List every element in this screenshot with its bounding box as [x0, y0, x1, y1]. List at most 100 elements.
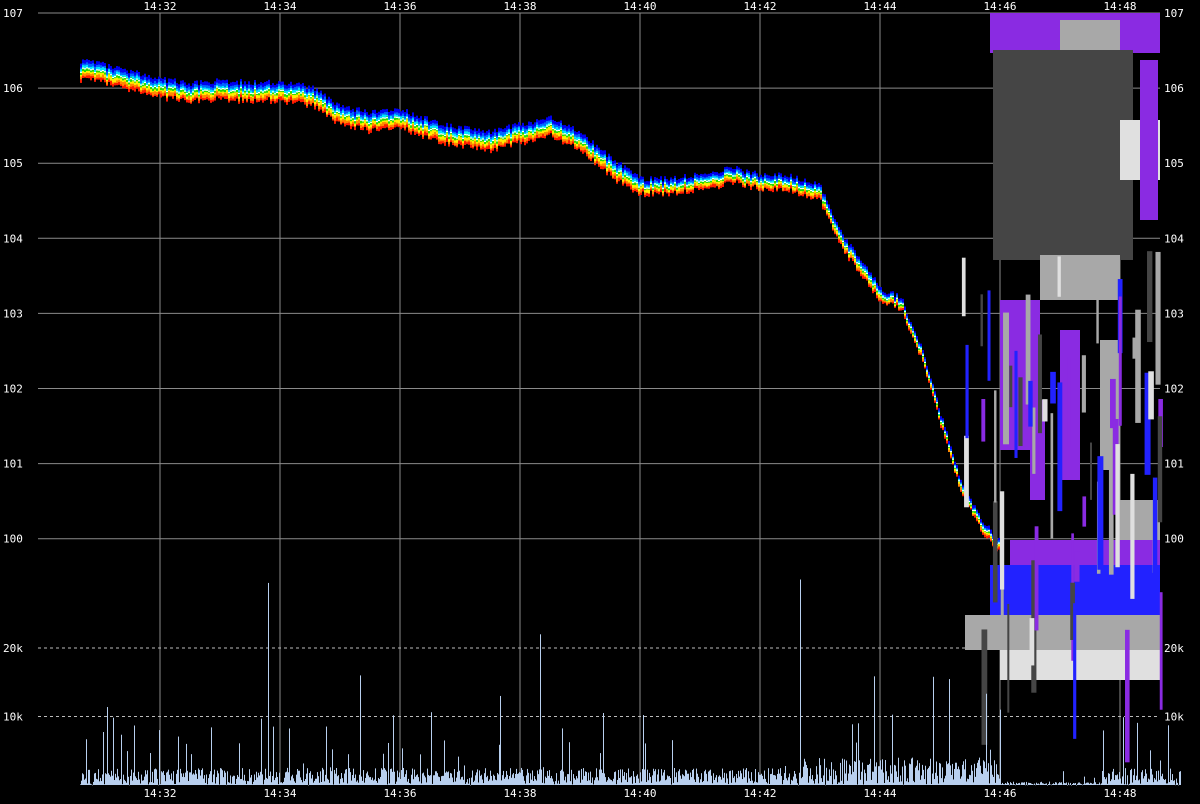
volume-bar [309, 773, 310, 785]
volume-bar [661, 769, 662, 785]
quote-band-strip [962, 494, 964, 497]
volume-bar [977, 762, 978, 785]
volume-bar [913, 780, 914, 785]
volume-bar [629, 777, 630, 785]
volume-bar [936, 761, 937, 785]
quote-band-strip [294, 99, 296, 103]
quote-band-strip [308, 100, 310, 105]
quote-band-strip [946, 440, 948, 444]
volume-bar [192, 774, 193, 785]
volume-bar [329, 782, 330, 785]
volume-bar [304, 781, 305, 785]
volume-bar [275, 777, 276, 785]
volume-bar [1165, 779, 1166, 785]
quote-band-strip [826, 212, 828, 216]
mid-price-mark [202, 90, 204, 92]
quote-band-strip [876, 282, 878, 286]
volume-bar [644, 769, 645, 785]
quote-band-strip [578, 140, 580, 144]
volume-bar [1121, 783, 1122, 785]
quote-band-strip [516, 134, 518, 139]
quote-band-strip [498, 127, 500, 132]
mid-price-mark [352, 117, 354, 119]
volume-bar [310, 771, 311, 785]
quote-band-strip [830, 219, 832, 223]
volume-bar [1164, 779, 1165, 785]
quote-band-strip [284, 87, 286, 91]
volume-bar [121, 734, 122, 785]
mid-price-mark [910, 326, 912, 328]
quote-band-strip [690, 181, 692, 184]
quote-band-strip [170, 86, 172, 91]
quote-band-strip [234, 87, 236, 92]
volume-bar [367, 771, 368, 785]
quote-band-strip [118, 69, 120, 73]
quote-band-strip [732, 169, 734, 173]
volume-bar [652, 775, 653, 785]
mid-price-mark [576, 140, 578, 142]
volume-bar [1103, 730, 1104, 785]
quote-band-strip [108, 79, 110, 83]
volume-bar [891, 773, 892, 785]
quote-band-strip [816, 192, 818, 195]
volume-bar [705, 769, 706, 785]
quote-band-strip [792, 188, 794, 192]
quote-band-strip [908, 325, 910, 327]
quote-band-strip [650, 184, 652, 188]
quote-band-strip [378, 119, 380, 124]
mid-price-mark [520, 133, 522, 135]
mid-price-mark [874, 283, 876, 285]
quote-band-strip [512, 124, 514, 128]
quote-band-strip [948, 448, 950, 453]
mid-price-mark [572, 134, 574, 136]
quote-band-strip [898, 303, 900, 307]
quote-band-strip [698, 187, 700, 191]
quote-band-strip [776, 178, 778, 182]
quote-band-strip [668, 188, 670, 193]
quote-band-strip [706, 178, 708, 181]
quote-band-strip [922, 357, 924, 361]
volume-bar [912, 757, 913, 785]
mid-price-mark [256, 92, 258, 94]
mid-price-mark [646, 187, 648, 189]
mid-price-mark [106, 76, 108, 78]
quote-band-strip [976, 512, 978, 516]
volume-bar [660, 780, 661, 785]
quote-band-strip [676, 186, 678, 190]
volume-bar [1031, 783, 1032, 785]
quote-band-strip [650, 176, 652, 179]
quote-band-strip [384, 119, 386, 123]
mid-price-mark [378, 119, 380, 122]
quote-band-strip [130, 77, 132, 82]
volume-bar [1155, 779, 1156, 785]
quote-band-strip [168, 78, 170, 83]
quote-band-strip [522, 135, 524, 139]
volume-bar [1159, 779, 1160, 785]
quote-band-strip [422, 130, 424, 134]
quote-band-strip [698, 183, 700, 186]
quote-band-strip [438, 130, 440, 134]
quote-band-strip [830, 211, 832, 215]
quote-band-strip [708, 185, 710, 189]
quote-band-strip [422, 132, 424, 137]
volume-bar [825, 784, 826, 786]
quote-block [1140, 60, 1158, 220]
quote-band-strip [870, 282, 872, 287]
quote-band-strip [984, 525, 986, 528]
quote-band-strip [522, 130, 524, 135]
quote-band-strip [160, 83, 162, 88]
quote-band-strip [216, 80, 218, 86]
volume-bar [918, 770, 919, 785]
quote-band-strip [826, 204, 828, 208]
quote-band-strip [810, 187, 812, 190]
quote-band-strip [386, 121, 388, 125]
mid-price-mark [400, 119, 402, 121]
volume-bar [94, 773, 95, 785]
volume-bar [827, 780, 828, 785]
mid-price-mark [914, 336, 916, 338]
quote-band-strip [180, 95, 182, 99]
volume-bar [256, 771, 257, 785]
quote-band-strip [370, 123, 372, 128]
quote-block-sliver [1148, 371, 1154, 420]
quote-band-strip [648, 189, 650, 194]
